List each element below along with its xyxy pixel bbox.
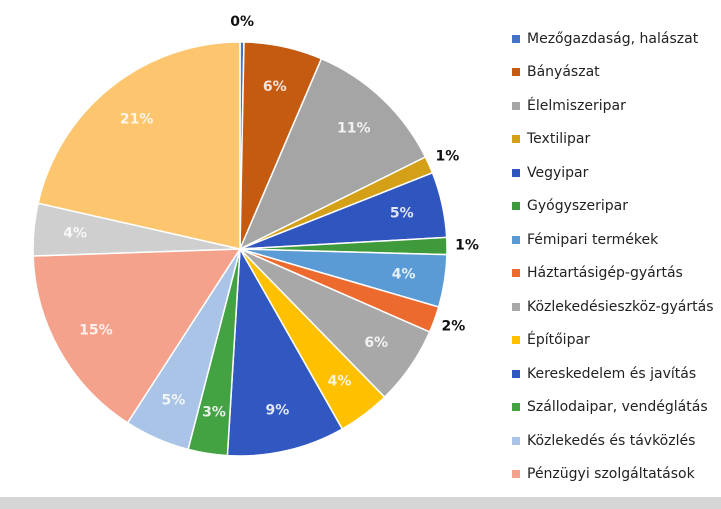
slice-percent-label: 6%: [263, 79, 287, 95]
legend-swatch: [512, 369, 520, 378]
legend-label: Fémipari termékek: [527, 231, 659, 248]
legend-label: Építőipar: [527, 332, 590, 349]
legend-item: Építőipar: [512, 324, 714, 358]
legend-label: Bányászat: [527, 64, 600, 81]
legend-swatch: [512, 269, 520, 278]
legend-label: Közlekedésieszköz-gyártás: [527, 298, 714, 315]
legend-item: Vegyipar: [512, 156, 714, 190]
legend-swatch: [512, 336, 520, 345]
slice-percent-label: 11%: [337, 121, 371, 137]
legend-item: Közlekedésieszköz-gyártás: [512, 290, 714, 324]
legend-item: Háztartásigép-gyártás: [512, 257, 714, 291]
chart-legend: Mezőgazdaság, halászat Bányászat Élelmisze…: [512, 22, 714, 491]
legend-swatch: [512, 68, 520, 77]
legend-swatch: [512, 135, 520, 144]
legend-swatch: [512, 235, 520, 244]
legend-item: Gyógyszeripar: [512, 190, 714, 224]
slice-percent-label: 4%: [328, 373, 352, 389]
legend-item: Fémipari termékek: [512, 223, 714, 257]
slice-percent-label: 21%: [120, 112, 154, 128]
legend-label: Élelmiszeripar: [527, 97, 626, 114]
legend-item: Szállodaipar, vendéglátás: [512, 391, 714, 425]
legend-swatch: [512, 403, 520, 412]
slice-percent-label: 0%: [230, 14, 254, 30]
legend-label: Szállodaipar, vendéglátás: [527, 399, 708, 416]
legend-swatch: [512, 470, 520, 479]
legend-swatch: [512, 436, 520, 445]
slice-percent-label: 3%: [202, 405, 226, 421]
legend-swatch: [512, 302, 520, 311]
pie-slice: [226, 246, 344, 457]
slice-percent-label: 5%: [161, 393, 185, 409]
legend-swatch: [512, 168, 520, 177]
pie-slice: [37, 41, 241, 250]
legend-item: Pénzügyi szolgáltatások: [512, 458, 714, 492]
legend-item: Bányászat: [512, 56, 714, 90]
legend-item: Mezőgazdaság, halászat: [512, 22, 714, 56]
slice-percent-label: 5%: [390, 205, 414, 221]
legend-label: Pénzügyi szolgáltatások: [527, 466, 695, 483]
legend-item: Közlekedés és távközlés: [512, 424, 714, 458]
slice-percent-label: 6%: [364, 335, 388, 351]
slice-percent-label: 4%: [63, 225, 87, 241]
slice-percent-label: 2%: [441, 318, 465, 334]
legend-label: Kereskedelem és javítás: [527, 365, 697, 382]
legend-label: Vegyipar: [527, 164, 589, 181]
bottom-divider: [0, 497, 721, 509]
slice-percent-label: 1%: [435, 149, 459, 165]
legend-item: Élelmiszeripar: [512, 89, 714, 123]
legend-swatch: [512, 202, 520, 211]
legend-label: Közlekedés és távközlés: [527, 432, 696, 449]
legend-swatch: [512, 101, 520, 110]
legend-label: Mezőgazdaság, halászat: [527, 30, 699, 47]
legend-label: Textilipar: [527, 131, 591, 148]
slice-percent-label: 15%: [79, 323, 113, 339]
slice-percent-label: 9%: [266, 402, 290, 418]
slice-percent-label: 4%: [392, 267, 416, 283]
legend-label: Gyógyszeripar: [527, 198, 628, 215]
legend-item: Textilipar: [512, 123, 714, 157]
legend-label: Háztartásigép-gyártás: [527, 265, 683, 282]
legend-item: Kereskedelem és javítás: [512, 357, 714, 391]
pie-slice: [238, 57, 427, 251]
slice-percent-label: 1%: [455, 238, 479, 254]
legend-swatch: [512, 34, 520, 43]
pie-slice: [32, 248, 242, 424]
